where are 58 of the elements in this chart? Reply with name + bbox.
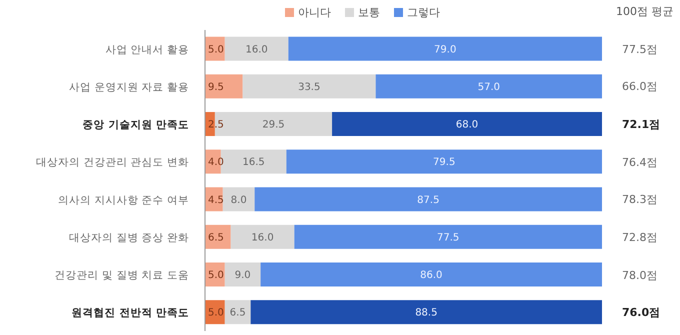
text: 100점 평균: [616, 4, 674, 19]
data-label: 9.0: [234, 270, 251, 282]
data-label: 6.5: [230, 308, 246, 319]
text: 77.5점: [622, 42, 658, 57]
data-label: 86.0: [420, 270, 442, 282]
y-tick-label: 의사의 지시사항 준수 여부: [58, 194, 189, 206]
y-tick-label: 중앙 기술지원 만족도: [82, 119, 189, 132]
bar: [250, 300, 602, 324]
y-tick-label: 대상자의 질병 증상 완화: [68, 232, 189, 244]
bar: [294, 224, 602, 249]
y-tick-label: 원격협진 전반적 만족도: [72, 307, 189, 320]
bar: [224, 262, 261, 287]
data-label: 57.0: [478, 82, 500, 93]
text: 72.8점: [622, 230, 658, 245]
data-label: 77.5: [437, 232, 460, 244]
text: 76.0점: [622, 305, 660, 320]
data-label: 8.0: [230, 194, 247, 206]
bar: [286, 150, 602, 174]
text: 76.4점: [622, 154, 658, 170]
data-label: 33.5: [298, 82, 320, 93]
legend-label: 보통: [357, 5, 380, 20]
bar: [205, 224, 231, 249]
legend-label: 그렇다: [406, 5, 440, 20]
data-label: 6.5: [208, 232, 224, 244]
data-label: 5.0: [208, 308, 224, 319]
text: 72.1점: [622, 117, 660, 132]
bar: [260, 262, 602, 287]
data-label: 4.5: [208, 194, 224, 206]
data-label: 16.5: [242, 157, 265, 168]
bar: [222, 187, 255, 212]
data-label: 87.5: [417, 194, 440, 206]
bar: [376, 74, 602, 98]
data-label: 16.0: [251, 232, 274, 244]
legend-label: 아니다: [297, 5, 331, 20]
text: 78.3점: [622, 192, 658, 208]
bar: [288, 36, 602, 61]
bar: [224, 300, 251, 324]
bar: [242, 74, 376, 98]
data-label: 79.0: [434, 44, 456, 56]
y-tick-label: 대상자의 건강관리 관심도 변화: [36, 156, 189, 169]
data-label: 68.0: [456, 120, 478, 131]
bar: [205, 74, 243, 98]
data-label: 5.0: [208, 44, 224, 56]
data-label: 5.0: [208, 270, 224, 282]
bar: [224, 36, 288, 61]
data-label: 79.5: [433, 157, 456, 168]
data-label: 88.5: [415, 308, 438, 319]
bar: [332, 112, 602, 136]
bar: [230, 224, 294, 249]
data-label: 29.5: [262, 120, 285, 131]
bar: [254, 187, 602, 212]
y-tick-label: 사업 안내서 활용: [105, 44, 189, 56]
y-tick-label: 건강관리 및 질병 치료 도움: [54, 270, 189, 282]
text: 78.0점: [622, 268, 658, 283]
y-tick-label: 사업 운영지원 자료 활용: [68, 81, 189, 94]
text: 66.0점: [622, 79, 658, 94]
data-label: 9.5: [208, 82, 224, 93]
data-label: 16.0: [245, 44, 268, 56]
